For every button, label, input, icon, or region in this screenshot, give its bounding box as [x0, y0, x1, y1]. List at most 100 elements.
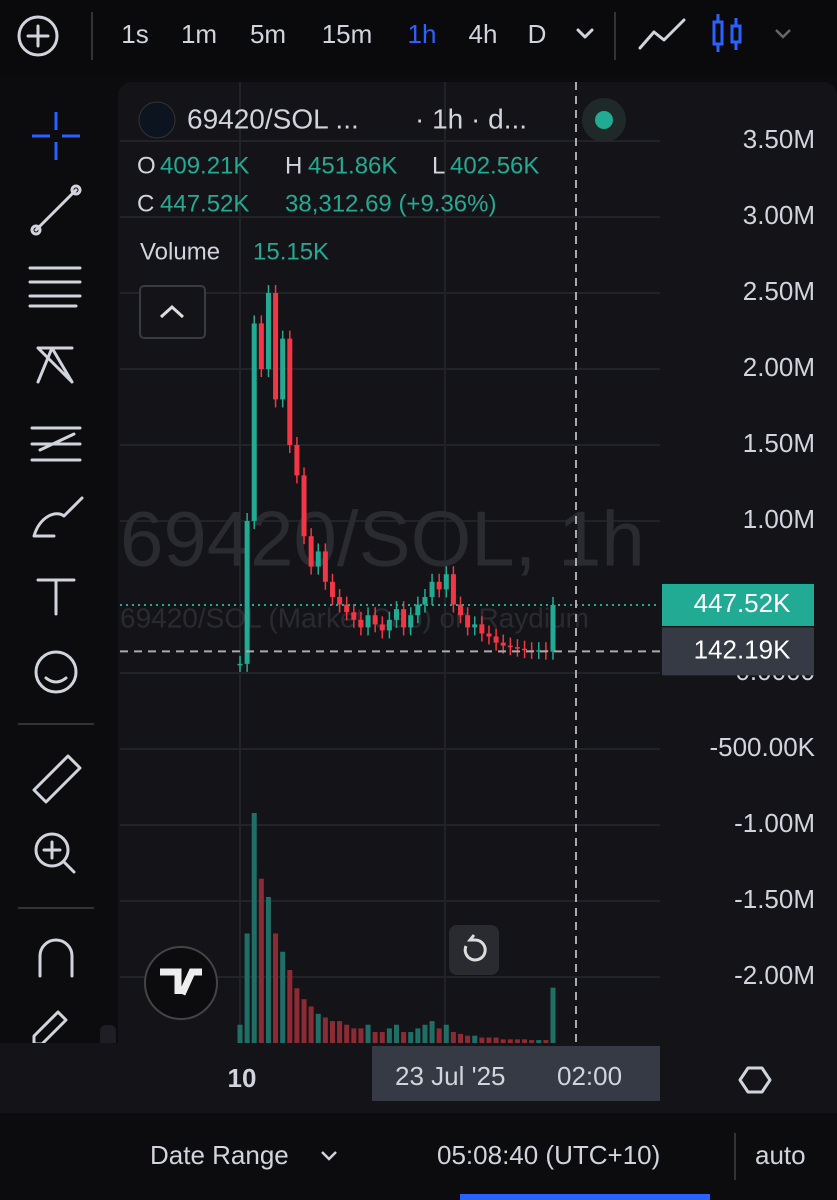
high: 451.86K	[308, 152, 397, 179]
grid	[120, 82, 660, 1043]
candle	[500, 642, 506, 646]
candle	[273, 293, 279, 400]
volume-bar	[301, 999, 307, 1043]
interval-button[interactable]: 5m	[250, 19, 286, 49]
candle	[436, 581, 442, 590]
candle	[472, 624, 478, 628]
volume-bar	[465, 1035, 471, 1043]
date-range[interactable]: Date Range	[150, 1140, 289, 1170]
volume-bar	[401, 1032, 407, 1043]
candle	[486, 633, 492, 637]
candle	[458, 604, 464, 616]
volume-bar	[415, 1028, 421, 1043]
candle	[251, 323, 257, 521]
series	[120, 82, 660, 1043]
crosshair-time: 02:00	[557, 1061, 622, 1091]
candle	[244, 521, 250, 664]
volume-bar	[507, 1039, 513, 1043]
candle	[329, 581, 335, 597]
candle-chart-button[interactable]	[712, 14, 742, 52]
volume-bar	[265, 896, 271, 1043]
candle	[429, 581, 435, 597]
candle	[308, 536, 314, 567]
magnet-tool[interactable]	[38, 938, 74, 978]
collapse-legend[interactable]	[139, 285, 206, 339]
text-tool[interactable]	[36, 578, 76, 616]
zoom-tool[interactable]	[34, 832, 70, 868]
volume-bar	[344, 1024, 350, 1043]
watermark: 69420/SOL, 1h	[120, 495, 645, 583]
fib-tool[interactable]	[28, 266, 82, 308]
interval-button[interactable]: D	[528, 19, 547, 49]
scale-mode[interactable]: auto	[755, 1140, 806, 1170]
ruler-tool[interactable]	[32, 754, 82, 804]
bottom-bar	[0, 1113, 837, 1200]
volume-bar	[280, 951, 286, 1043]
interval-menu[interactable]	[576, 28, 594, 39]
interval-button[interactable]: 1s	[121, 19, 148, 49]
volume-bar	[372, 1032, 378, 1043]
trend-line-tool[interactable]	[34, 188, 78, 232]
left-toolbar	[18, 112, 94, 1192]
volume-bar	[379, 1032, 385, 1043]
open: 409.21K	[160, 152, 249, 179]
high-label: H	[285, 152, 302, 179]
candle	[365, 615, 371, 628]
symbol: 69420/SOL ...	[187, 103, 359, 134]
low: 402.56K	[450, 152, 539, 179]
emoji-tool[interactable]	[34, 650, 78, 694]
reset-button[interactable]	[449, 925, 499, 975]
low-label: L	[432, 152, 445, 179]
volume-bar	[308, 1006, 314, 1043]
crosshair-tool[interactable]	[32, 112, 80, 160]
candle	[493, 636, 499, 643]
volume-bar	[522, 1039, 528, 1043]
interval-button[interactable]: 1m	[181, 19, 217, 49]
interval-button[interactable]: 1h	[408, 19, 437, 49]
projection-tool[interactable]	[30, 426, 82, 462]
add-button[interactable]	[17, 15, 59, 57]
volume-bar	[500, 1039, 506, 1043]
candle	[465, 615, 471, 628]
candle	[351, 612, 357, 620]
clock: 05:08:40 (UTC+10)	[437, 1140, 660, 1170]
price-tick-label: 1.00M	[743, 504, 815, 534]
settings[interactable]	[738, 1066, 772, 1094]
volume-bar	[458, 1033, 464, 1043]
candle	[294, 445, 300, 476]
volume-bar	[450, 1032, 456, 1043]
price-tick-label: 2.50M	[743, 276, 815, 306]
candle	[415, 604, 421, 616]
crosshair-time-box	[372, 1046, 660, 1101]
volume-bar	[329, 1021, 335, 1043]
candle	[358, 619, 364, 628]
price-tick-label: -2.00M	[734, 960, 815, 990]
candle	[322, 551, 328, 582]
pattern-tool[interactable]	[36, 346, 74, 384]
candle	[550, 604, 556, 652]
line-chart-button[interactable]	[638, 18, 686, 50]
close-label: C	[137, 190, 154, 217]
volume-bar	[429, 1021, 435, 1043]
price-tick-label: -1.50M	[734, 884, 815, 914]
volume-bar	[443, 1024, 449, 1043]
crosshair-date: 23 Jul '25	[395, 1061, 506, 1091]
lock-drawing-tool[interactable]	[32, 1010, 68, 1046]
interval-button[interactable]: 4h	[469, 19, 498, 49]
home-indicator	[460, 1194, 710, 1200]
candle	[401, 609, 407, 628]
brush-tool[interactable]	[32, 496, 84, 538]
candle	[337, 597, 343, 605]
candle	[237, 663, 243, 666]
interval-button[interactable]: 15m	[322, 19, 373, 49]
candle	[479, 624, 485, 634]
close: 447.52K	[160, 190, 249, 217]
top-icons	[17, 12, 791, 60]
price-tick-label: 2.00M	[743, 352, 815, 382]
volume-bar	[315, 1013, 321, 1043]
volume-bar	[486, 1037, 492, 1043]
volume-label: Volume	[140, 238, 220, 265]
candle	[450, 574, 456, 605]
price-tick-label: 1.50M	[743, 428, 815, 458]
volume-bar	[358, 1028, 364, 1043]
